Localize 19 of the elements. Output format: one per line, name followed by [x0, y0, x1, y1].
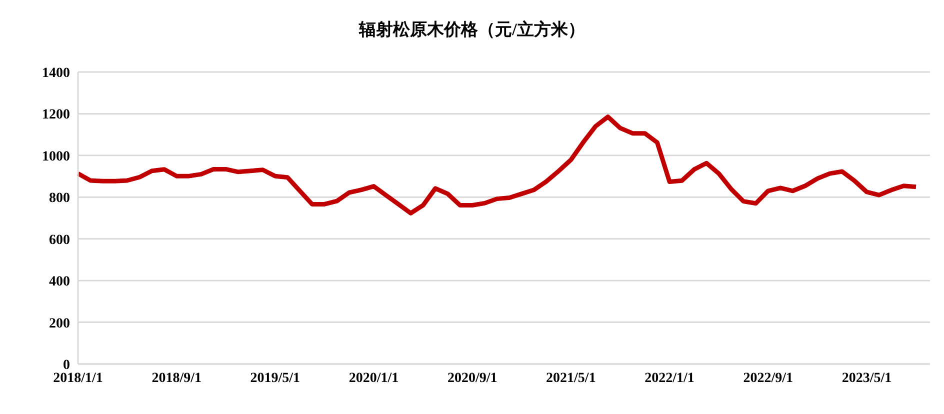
y-tick-label: 1400	[42, 66, 70, 81]
y-tick-label: 1200	[42, 108, 70, 123]
x-tick-label: 2018/9/1	[152, 370, 202, 386]
x-tick-label: 2018/1/1	[53, 370, 103, 386]
y-tick-label: 1000	[42, 149, 70, 164]
y-tick-label: 0	[63, 358, 70, 373]
chart-title: 辐射松原木价格（元/立方米）	[358, 19, 586, 41]
y-tick-label: 400	[49, 274, 70, 290]
x-tick-label: 2019/5/1	[250, 370, 300, 386]
x-tick-label: 2022/9/1	[743, 370, 794, 386]
x-tick-label: 2020/1/1	[348, 370, 399, 386]
line-series	[76, 114, 918, 216]
x-tick-label: 2023/5/1	[842, 370, 892, 386]
x-tick-label: 2022/1/1	[644, 370, 694, 386]
y-tick-label: 800	[49, 191, 70, 206]
y-tick-label: 200	[49, 316, 70, 332]
x-tick-label: 2020/9/1	[447, 370, 498, 386]
y-tick-label: 600	[49, 232, 70, 248]
x-tick-label: 2021/5/1	[546, 370, 596, 386]
